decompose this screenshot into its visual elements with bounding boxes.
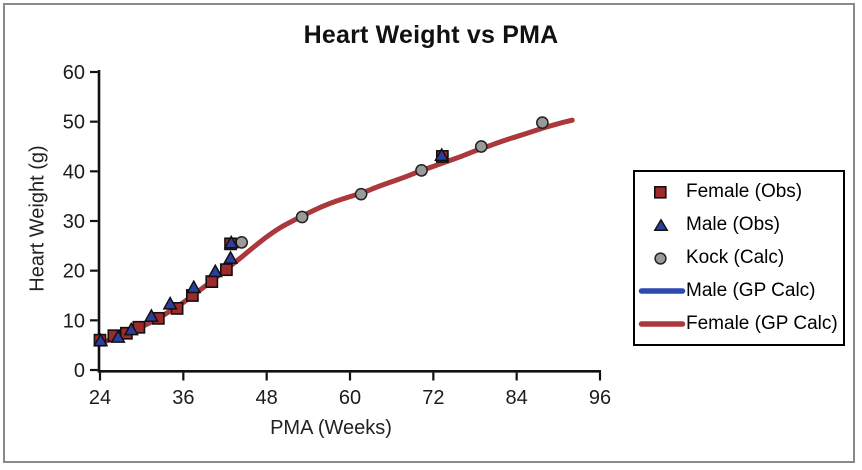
legend-item-male-gp-calc: Male (GP Calc) (635, 275, 843, 308)
point-kock-calc (354, 187, 368, 201)
point-male-obs (93, 332, 109, 347)
x-tick-label: 72 (422, 387, 444, 409)
y-tick-label: 50 (63, 112, 85, 134)
point-female-obs (219, 263, 233, 277)
x-tick-label: 84 (506, 387, 528, 409)
point-male-obs (223, 234, 239, 249)
legend-item-female-gp-calc: Female (GP Calc) (635, 308, 843, 341)
x-tick-label: 60 (339, 387, 361, 409)
male-gp-line-icon (635, 287, 686, 295)
male-obs-triangle-icon (635, 218, 686, 232)
x-tick-label: 36 (172, 387, 194, 409)
point-male-obs (207, 263, 223, 278)
legend-item-kock-calc: Kock (Calc) (635, 242, 843, 275)
point-male-obs (110, 329, 126, 343)
legend-label: Female (GP Calc) (686, 313, 838, 334)
point-kock-calc (415, 163, 428, 177)
point-male-obs (434, 147, 450, 162)
y-tick-label: 30 (63, 211, 85, 233)
legend-label: Male (Obs) (686, 214, 780, 235)
point-kock-calc (235, 236, 249, 249)
female-gp-line-icon (635, 320, 686, 328)
y-tick-label: 10 (63, 310, 85, 332)
kock-calc-circle-icon (635, 251, 686, 266)
legend-label: Female (Obs) (686, 181, 803, 202)
point-male-obs (222, 250, 239, 264)
point-male-obs (123, 321, 139, 336)
x-axis-label: PMA (Weeks) (270, 417, 392, 439)
outer-border-frame (3, 3, 855, 463)
point-kock-calc (536, 116, 549, 130)
x-tick-label: 24 (89, 387, 111, 409)
point-male-obs (162, 296, 178, 310)
point-female-obs (205, 275, 219, 288)
y-tick-label: 60 (63, 62, 85, 84)
point-male-obs (186, 279, 202, 294)
y-tick-label: 0 (74, 360, 85, 382)
x-tick-label: 48 (256, 387, 278, 409)
female-obs-square-icon (635, 185, 686, 200)
legend-label: Kock (Calc) (686, 247, 785, 268)
point-male-obs (143, 308, 159, 323)
point-kock-calc (474, 140, 488, 153)
y-tick-label: 20 (63, 261, 85, 283)
legend: Female (Obs) Male (Obs) Kock (Calc) Male… (633, 170, 845, 346)
legend-item-male-obs: Male (Obs) (635, 209, 843, 242)
y-axis-label: Heart Weight (g) (26, 145, 49, 292)
point-kock-calc (295, 210, 309, 224)
legend-label: Male (GP Calc) (686, 280, 816, 301)
legend-item-female-obs: Female (Obs) (635, 176, 843, 209)
y-tick-label: 40 (63, 161, 85, 183)
chart-title: Heart Weight vs PMA (303, 21, 559, 49)
x-tick-label: 96 (589, 387, 611, 409)
